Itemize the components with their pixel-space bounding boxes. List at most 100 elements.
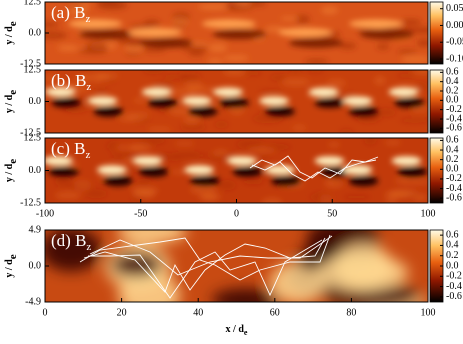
noise (411, 106, 428, 112)
colorbar-tick-label: 0.6 (446, 229, 459, 240)
noise (376, 43, 390, 50)
noise (236, 139, 265, 150)
noise (184, 115, 200, 125)
noise (138, 138, 166, 145)
noise (212, 149, 230, 157)
blob (269, 261, 327, 302)
noise (399, 117, 428, 124)
y-label-text: y / d (4, 259, 15, 278)
noise (170, 169, 188, 175)
noise (258, 89, 284, 95)
blob-light (201, 19, 256, 29)
noise (124, 112, 150, 119)
noise (385, 197, 398, 203)
blob-dark (147, 97, 178, 108)
colorbar-tick-label: -0.05 (446, 37, 463, 48)
noise (175, 152, 200, 158)
y-axis-label: y / de (4, 254, 18, 277)
panel-label: (c) Bz (51, 139, 90, 161)
noise (189, 185, 218, 195)
blob-dark (219, 97, 249, 108)
y-tick-label: 12.5 (24, 64, 42, 75)
noise (309, 192, 333, 202)
colorbar-tick-label: 0.05 (446, 3, 463, 14)
trajectory (88, 239, 323, 299)
colorbar-tick-label: 0.4 (446, 76, 459, 87)
noise (339, 129, 354, 133)
noise (241, 179, 265, 185)
colorbar-tick-label: -0.6 (446, 291, 462, 302)
blob-dark (79, 29, 133, 40)
blob-light (181, 96, 212, 106)
panel-label: (d) Bz (51, 231, 91, 253)
noise (84, 41, 109, 52)
x-axis-label: x / de (226, 324, 248, 337)
noise (396, 73, 416, 78)
blob-light (141, 87, 172, 97)
noise (342, 194, 371, 200)
blob-dark (232, 166, 263, 177)
blob-light (342, 165, 373, 175)
noise (270, 74, 288, 81)
noise (376, 108, 396, 117)
noise (261, 197, 283, 203)
colorbar-tick-label: 0.2 (446, 250, 459, 261)
colorbar (429, 1, 444, 65)
panel-label-text: (b) B (51, 71, 86, 90)
y-axis-label: y / de (4, 90, 18, 113)
blob-dark (394, 97, 425, 108)
blob-light (314, 156, 345, 166)
y-tick-label: -12.5 (20, 197, 41, 208)
blob-light (213, 87, 243, 97)
blob-dark (190, 175, 220, 187)
noise (129, 143, 152, 152)
y-axis-label: y / de (4, 21, 18, 44)
blob-light (259, 96, 289, 106)
noise (184, 80, 203, 91)
noise (66, 183, 94, 189)
noise (292, 125, 307, 131)
noise (409, 26, 428, 35)
trajectory (89, 235, 333, 276)
blob-dark (48, 166, 79, 177)
noise (393, 178, 408, 183)
colorbar-tick-label: 0.2 (446, 154, 459, 165)
x-tick-label: -50 (134, 208, 147, 219)
y-label-sub: e (7, 90, 19, 95)
blob-dark (212, 29, 267, 40)
noise (255, 154, 271, 160)
noise (45, 30, 68, 40)
noise (130, 196, 146, 203)
trajectory (251, 159, 377, 182)
y-label-text: y / d (4, 26, 15, 45)
colorbar-tick-label: 0.0 (446, 260, 459, 271)
x-tick-label: -100 (36, 208, 54, 219)
heatmap (45, 230, 428, 302)
blob-dark (138, 166, 169, 177)
blob-light (308, 87, 339, 97)
noise (136, 178, 152, 188)
noise (106, 141, 120, 151)
colorbar-tick-label: -0.6 (446, 192, 462, 203)
noise (94, 87, 109, 94)
blob (116, 230, 188, 244)
noise (373, 76, 386, 86)
noise (384, 140, 401, 146)
noise (214, 121, 229, 129)
colorbar-tick-label: 0.00 (446, 20, 463, 31)
colorbar-tick-label: 0.4 (446, 144, 459, 155)
x-tick-label: 100 (421, 208, 436, 219)
blob-dark (139, 37, 193, 48)
blob-dark (187, 106, 218, 117)
blob-light (388, 87, 419, 97)
noise (281, 78, 310, 87)
noise (304, 58, 329, 64)
colorbar-tick-label: -0.10 (446, 53, 463, 64)
noise (338, 42, 357, 50)
heatmap (45, 70, 428, 133)
blob-dark (348, 106, 379, 117)
y-label-sub: e (7, 254, 19, 259)
y-axis-label: y / de (4, 159, 18, 182)
noise (401, 55, 428, 64)
